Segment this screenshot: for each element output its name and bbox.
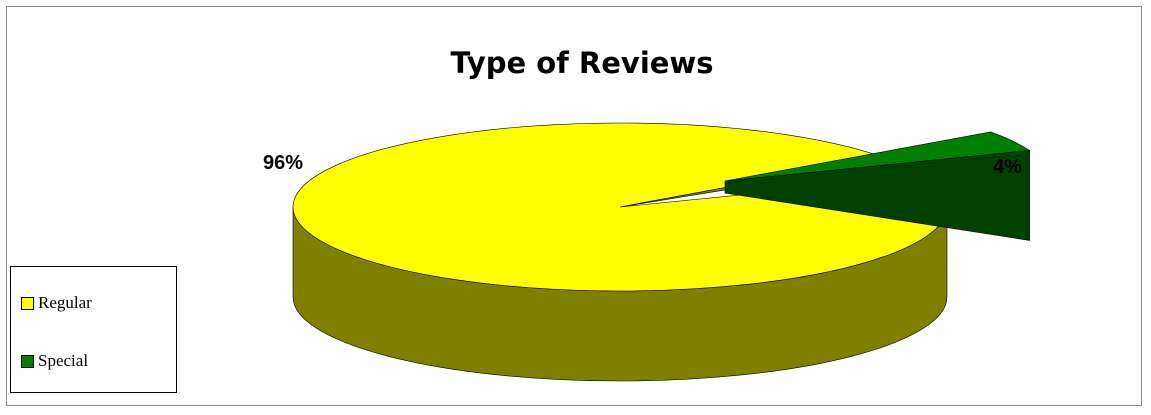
legend-item-regular: Regular <box>21 293 92 313</box>
data-label-regular: 96% <box>263 152 303 174</box>
legend-label-special: Special <box>38 351 89 370</box>
legend-label-regular: Regular <box>38 293 92 312</box>
slice-top-special <box>724 131 1031 182</box>
legend-item-special: Special <box>21 351 88 371</box>
legend-swatch-regular <box>21 296 34 310</box>
chart-title: Type of Reviews <box>451 46 714 80</box>
legend: Regular Special <box>10 266 177 393</box>
data-label-special: 4% <box>993 156 1022 178</box>
pie-slices <box>292 122 1031 382</box>
legend-swatch-special <box>21 354 34 368</box>
